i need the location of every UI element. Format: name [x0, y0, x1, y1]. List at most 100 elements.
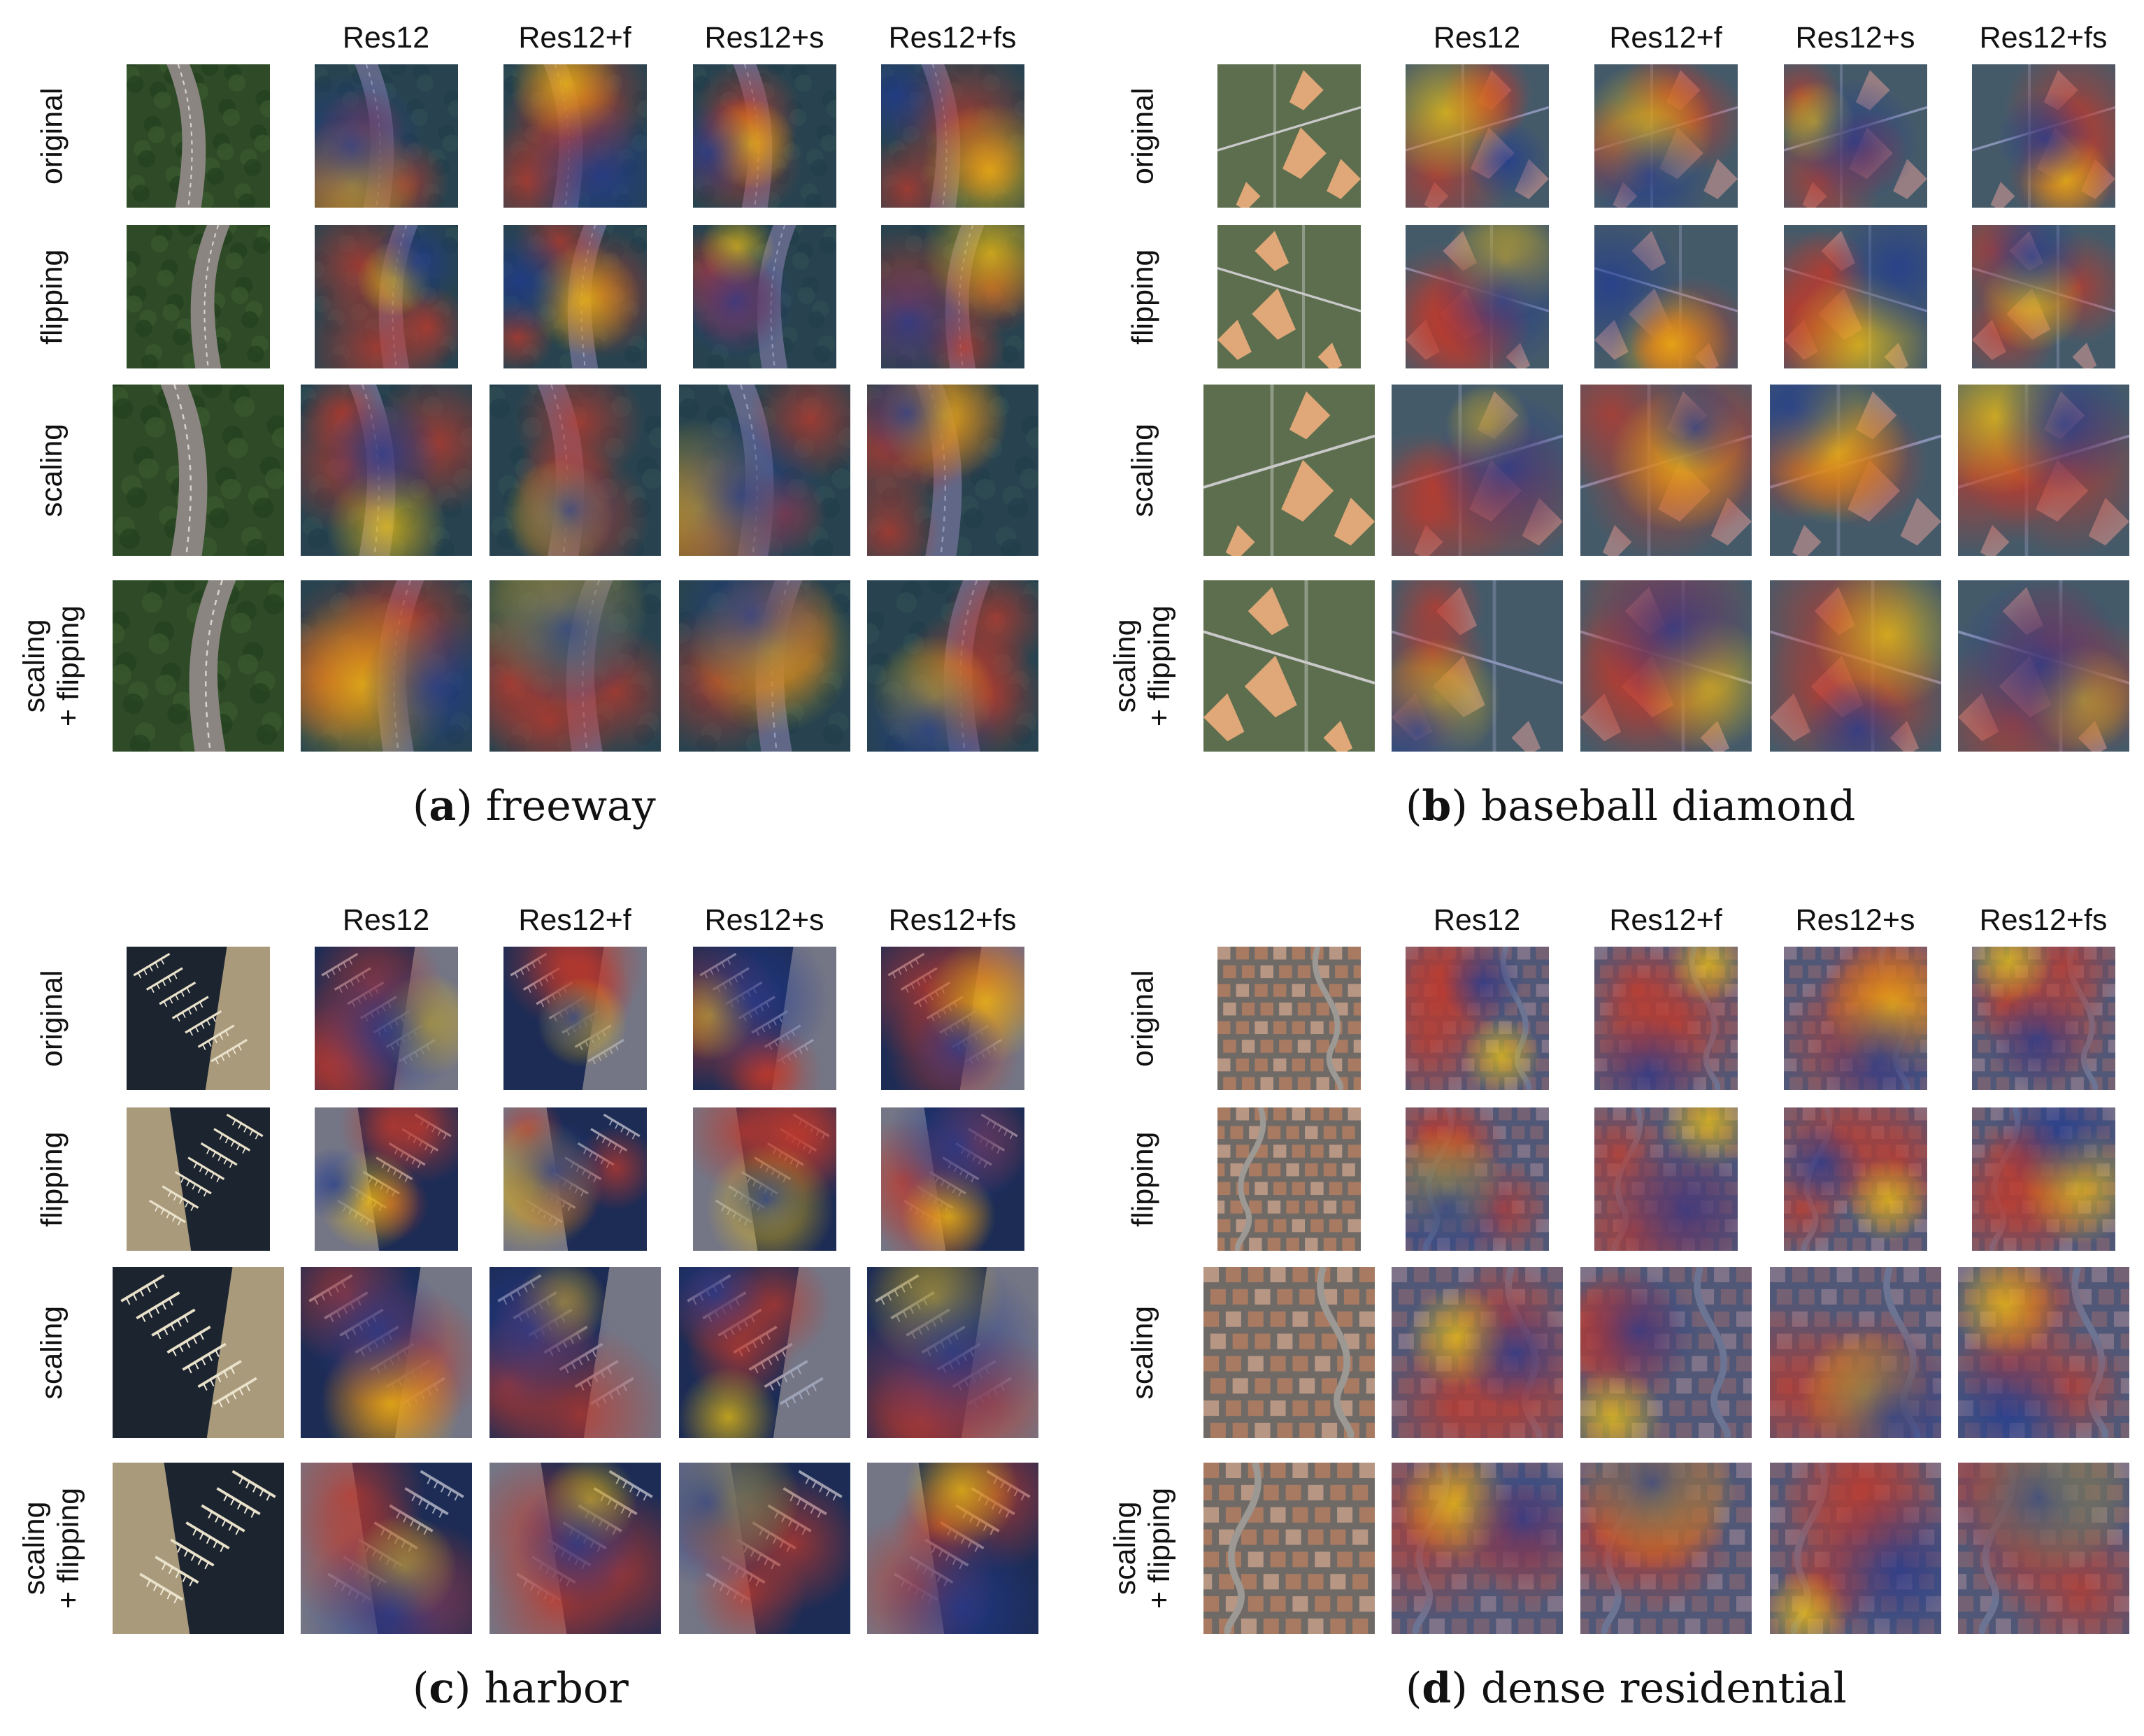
attention-heatmap — [880, 64, 1024, 208]
attention-heatmap — [1391, 385, 1563, 556]
row-label-line: scaling — [35, 423, 69, 517]
attention-heatmap — [503, 64, 647, 208]
column-label: Res12+f — [1609, 21, 1722, 55]
attention-heatmap — [692, 225, 836, 368]
attention-heatmap — [1957, 580, 2129, 752]
input-image — [1203, 1267, 1375, 1438]
row-label: scaling + flipping — [1105, 1463, 1182, 1634]
row-label-line: flipping — [35, 1131, 69, 1227]
caption-text: harbor — [484, 1664, 629, 1713]
column-label: Res12+s — [704, 903, 824, 937]
attention-heatmap — [503, 947, 647, 1090]
attention-heatmap — [692, 64, 836, 208]
attention-heatmap — [314, 1107, 458, 1251]
column-label: Res12+s — [1795, 21, 1915, 55]
input-image — [1217, 947, 1361, 1090]
attention-heatmap — [866, 1267, 1038, 1438]
input-image — [1217, 1107, 1361, 1251]
caption-letter: c — [429, 1664, 455, 1713]
row-label-line: flipping — [35, 249, 69, 345]
attention-heatmap — [1594, 1107, 1738, 1251]
row-label: flipping — [1105, 225, 1182, 368]
attention-heatmap — [1783, 947, 1927, 1090]
column-label: Res12+f — [1609, 903, 1722, 937]
attention-heatmap — [1957, 1463, 2129, 1634]
attention-heatmap — [1405, 947, 1549, 1090]
column-label: Res12+fs — [888, 903, 1017, 937]
attention-heatmap — [1580, 1267, 1752, 1438]
row-label-line: scaling — [1108, 1501, 1143, 1595]
attention-heatmap — [489, 385, 661, 556]
attention-heatmap — [300, 580, 472, 752]
attention-heatmap — [880, 1107, 1024, 1251]
attention-heatmap — [1405, 225, 1549, 368]
attention-heatmap — [300, 385, 472, 556]
attention-heatmap — [1971, 1107, 2115, 1251]
row-label-line: + flipping — [52, 605, 87, 727]
row-label-line: + flipping — [1143, 1487, 1178, 1609]
attention-heatmap — [866, 580, 1038, 752]
attention-heatmap — [1971, 947, 2115, 1090]
attention-heatmap — [1391, 580, 1563, 752]
row-label: flipping — [1105, 1107, 1182, 1251]
column-label: Res12 — [1433, 903, 1521, 937]
row-label: scaling + flipping — [14, 1463, 91, 1634]
column-label: Res12+f — [518, 903, 631, 937]
subfigure-c: Res12 Res12+f Res12+s Res12+fs original flipp… — [0, 882, 1053, 1736]
attention-heatmap — [300, 1267, 472, 1438]
attention-heatmap — [1783, 1107, 1927, 1251]
input-image — [112, 1267, 284, 1438]
attention-heatmap — [692, 1107, 836, 1251]
subfigure-b: Res12 Res12+f Res12+s Res12+fs original flipp… — [1091, 0, 2144, 854]
caption-letter: d — [1422, 1664, 1452, 1713]
caption-text: dense residential — [1480, 1664, 1847, 1713]
attention-heatmap — [880, 947, 1024, 1090]
caption-letter: b — [1422, 782, 1452, 831]
subfigure-d: Res12 Res12+f Res12+s Res12+fs original flipp… — [1091, 882, 2144, 1736]
row-label: original — [1105, 947, 1182, 1090]
input-image — [1203, 385, 1375, 556]
row-label-line: original — [35, 970, 69, 1067]
attention-heatmap — [314, 64, 458, 208]
row-label-line: original — [1126, 970, 1160, 1067]
row-label-line: scaling — [1126, 1305, 1160, 1400]
row-label-line: + flipping — [52, 1487, 87, 1609]
attention-heatmap — [1405, 1107, 1549, 1251]
row-label-line: scaling — [17, 619, 52, 713]
row-label: scaling — [1105, 1267, 1182, 1438]
attention-heatmap — [678, 1267, 850, 1438]
attention-heatmap — [1971, 225, 2115, 368]
input-image — [126, 64, 270, 208]
column-label: Res12+s — [704, 21, 824, 55]
subfigure-caption: (d) dense residential — [1406, 1664, 1847, 1713]
row-label-line: flipping — [1126, 249, 1160, 345]
attention-heatmap — [489, 1463, 661, 1634]
attention-heatmap — [503, 1107, 647, 1251]
attention-heatmap — [300, 1463, 472, 1634]
caption-text: baseball diamond — [1480, 782, 1856, 831]
attention-heatmap — [1580, 1463, 1752, 1634]
row-label-line: flipping — [1126, 1131, 1160, 1227]
column-label: Res12+fs — [1979, 903, 2108, 937]
attention-heatmap — [1580, 580, 1752, 752]
input-image — [112, 580, 284, 752]
attention-heatmap — [1769, 385, 1941, 556]
attention-heatmap — [1391, 1267, 1563, 1438]
attention-heatmap — [1769, 1267, 1941, 1438]
input-image — [112, 1463, 284, 1634]
attention-heatmap — [692, 947, 836, 1090]
input-image — [126, 1107, 270, 1251]
column-label: Res12+f — [518, 21, 631, 55]
attention-heatmap — [1594, 225, 1738, 368]
row-label: original — [14, 64, 91, 208]
row-label: scaling + flipping — [1105, 580, 1182, 752]
attention-heatmap — [1769, 1463, 1941, 1634]
subfigure-caption: (a) freeway — [413, 782, 656, 831]
row-label-line: scaling — [17, 1501, 52, 1595]
attention-heatmap — [1405, 64, 1549, 208]
row-label: scaling — [1105, 385, 1182, 556]
column-label: Res12 — [342, 21, 430, 55]
attention-heatmap — [1957, 1267, 2129, 1438]
row-label: scaling + flipping — [14, 580, 91, 752]
column-label: Res12+s — [1795, 903, 1915, 937]
